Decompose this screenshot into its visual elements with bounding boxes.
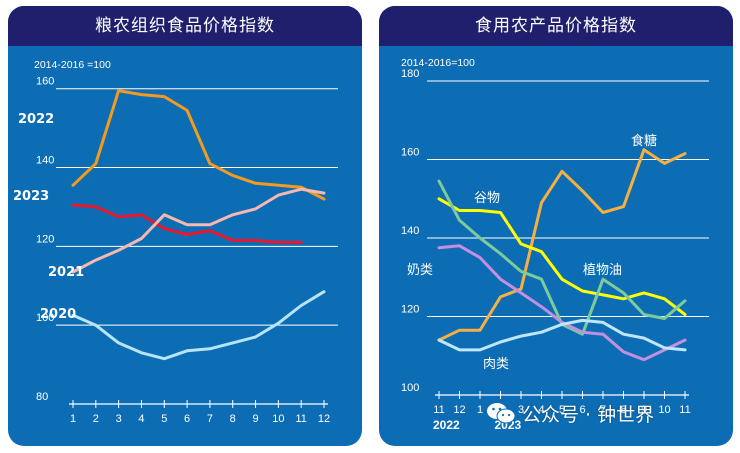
x-tick-label: 2 bbox=[93, 413, 99, 425]
x-tick-label: 11 bbox=[433, 404, 444, 416]
watermark-text: 公众号 · 钟世界 bbox=[522, 403, 655, 426]
chart-right-svg: 2014-2016=100100120140160180111212345678… bbox=[401, 57, 709, 432]
y-tick-label: 180 bbox=[401, 68, 419, 80]
x-tick-label: 3 bbox=[518, 404, 524, 416]
x-tick-label: 10 bbox=[272, 413, 284, 425]
y-tick-label: 160 bbox=[36, 76, 54, 88]
chart-title: 食用农产品价格指数 bbox=[379, 6, 733, 46]
y-tick-label: 120 bbox=[36, 233, 54, 245]
x-tick-label: 5 bbox=[161, 413, 167, 425]
chart-panel-agri-food-price-index: 食用农产品价格指数 2014-2016=100 100 120 140 160 180 11… bbox=[379, 6, 733, 446]
series-line-肉类 bbox=[437, 318, 687, 352]
y-tick-label: 100 bbox=[401, 382, 419, 394]
y-tick-label: 120 bbox=[401, 304, 419, 316]
x-tick-label: 7 bbox=[600, 404, 606, 416]
chart-title: 粮农组织食品价格指数 bbox=[8, 6, 362, 46]
y-tick-label: 80 bbox=[36, 391, 48, 403]
x-tick-label: 11 bbox=[295, 413, 306, 425]
series-line-奶类 bbox=[437, 244, 687, 362]
x-tick-label: 9 bbox=[252, 413, 258, 425]
x-tick-label: 5 bbox=[559, 404, 565, 416]
wechat-icon bbox=[487, 403, 516, 424]
x-tick-label: 3 bbox=[116, 413, 122, 425]
series-line-谷物 bbox=[437, 197, 687, 316]
series-line-食糖 bbox=[437, 148, 687, 342]
y-tick-label: 100 bbox=[36, 312, 54, 324]
series-label: 奶类 bbox=[407, 263, 433, 278]
y-tick-label: 140 bbox=[401, 225, 419, 237]
series-label: 植物油 bbox=[583, 263, 622, 278]
x-tick-label: 9 bbox=[641, 404, 647, 416]
chart-panel-food-price-index: 粮农组织食品价格指数 2014-2016 =100 80 100 120 140 160 1… bbox=[8, 6, 362, 446]
y-tick-label: 160 bbox=[401, 147, 419, 159]
y-tick-label: 140 bbox=[36, 155, 54, 167]
x-tick-label: 4 bbox=[538, 404, 544, 416]
series-label: 肉类 bbox=[483, 357, 509, 372]
series-label: 食糖 bbox=[631, 133, 657, 149]
year-label: 2022 bbox=[433, 418, 460, 432]
watermark: 公众号 · 钟世界 bbox=[486, 398, 654, 428]
series-label: 谷物 bbox=[474, 191, 500, 206]
series-line-2022 bbox=[71, 89, 326, 201]
x-tick-label: 6 bbox=[184, 413, 190, 425]
unit-note: 2014-2016=100 bbox=[401, 57, 475, 69]
x-tick-label: 4 bbox=[138, 413, 144, 425]
x-tick-label: 1 bbox=[70, 413, 76, 425]
x-tick-label: 8 bbox=[620, 404, 626, 416]
x-tick-label: 12 bbox=[318, 413, 330, 425]
x-tick-label: 6 bbox=[579, 404, 585, 416]
x-tick-label: 11 bbox=[679, 404, 690, 416]
x-tick-label: 1 bbox=[477, 404, 483, 416]
x-tick-label: 8 bbox=[230, 413, 236, 425]
series-line-2023 bbox=[71, 203, 303, 244]
series-label: 2021 bbox=[48, 265, 84, 280]
x-tick-label: 10 bbox=[658, 404, 670, 416]
series-line-2020 bbox=[71, 290, 326, 361]
series-label: 2022 bbox=[18, 112, 54, 127]
series-line-2021 bbox=[71, 187, 326, 274]
x-tick-label: 7 bbox=[207, 413, 213, 425]
unit-note: 2014-2016 =100 bbox=[34, 59, 111, 71]
x-tick-label: 12 bbox=[453, 404, 465, 416]
series-label: 2020 bbox=[40, 307, 76, 322]
series-label: 2023 bbox=[13, 189, 49, 204]
